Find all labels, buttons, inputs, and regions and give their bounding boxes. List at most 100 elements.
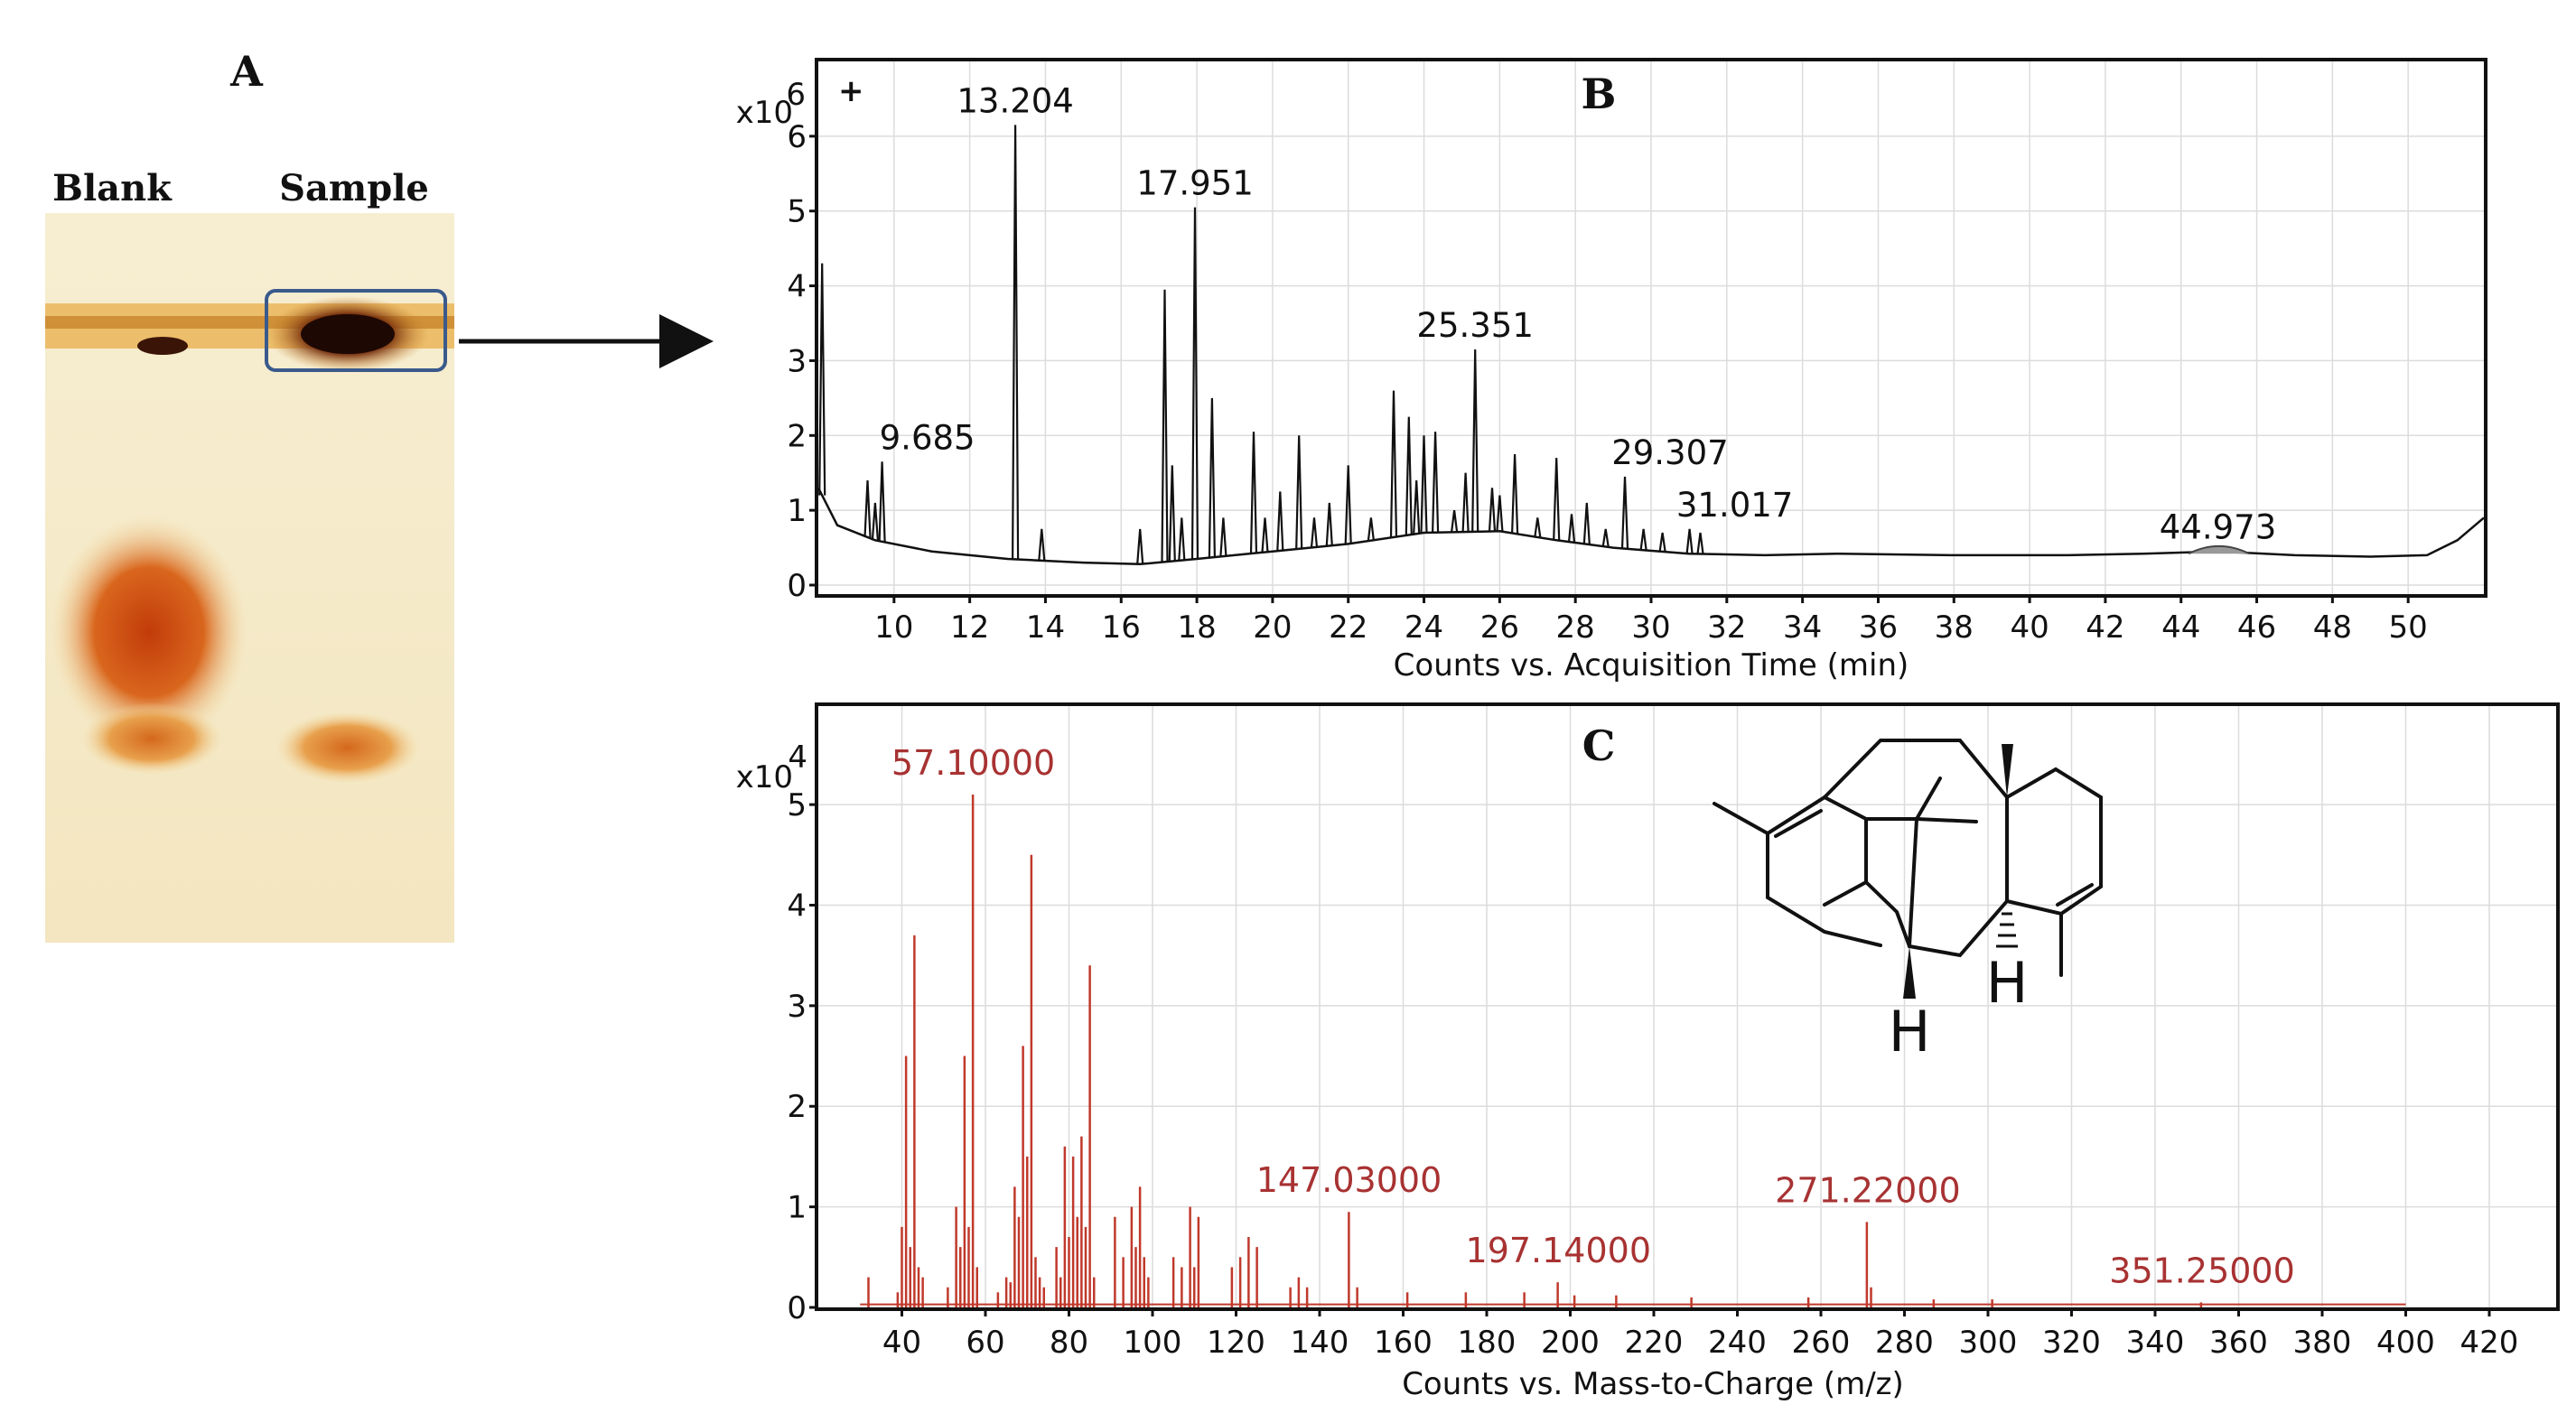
panel-b-grid <box>818 61 2484 594</box>
panel-b-peak-label: 13.204 <box>957 81 1073 120</box>
panel-c-x-tick-label: 160 <box>1374 1325 1433 1361</box>
structure-bond-ring-b <box>1766 795 1882 947</box>
chromatogram-peak <box>1451 509 1459 533</box>
panel-b-y-tick-label: 2 <box>787 418 807 454</box>
panel-b-x-tick-label: 26 <box>1480 609 1519 646</box>
panel-b-letter: B <box>1582 70 1617 118</box>
panel-b-x-tick-label: 44 <box>2161 609 2200 646</box>
chromatogram-peak <box>1639 528 1647 551</box>
panel-b-peak-label: 29.307 <box>1611 433 1728 472</box>
panel-c: C x10 4 0 1 2 3 4 5 40 60 80 100 120 140 160 180 200 2… <box>736 702 2560 1402</box>
panel-a: A Blank Sample <box>45 47 714 943</box>
panel-c-y-tick-label: 2 <box>787 1089 807 1125</box>
chromatogram-peak <box>1658 532 1666 553</box>
chromatogram-peak <box>1261 517 1269 553</box>
chromatogram-peak <box>1310 517 1319 548</box>
panel-c-peak-label: 351.25000 <box>2109 1251 2295 1290</box>
blank-top-spot <box>137 337 188 355</box>
panel-c-grid <box>818 706 2556 1308</box>
lane-label-blank: Blank <box>52 167 173 209</box>
panel-c-x-tick-label: 240 <box>1708 1325 1767 1361</box>
chromatogram-peak <box>1219 517 1227 557</box>
chromatogram-peak <box>1582 502 1591 544</box>
panel-b-x-tick-label: 42 <box>2086 609 2124 646</box>
chromatogram-peak <box>1553 458 1561 541</box>
blank-main-spot <box>50 515 248 749</box>
panel-b-x-axis-label: Counts vs. Acquisition Time (min) <box>1394 647 1909 684</box>
panel-c-x-tick-label: 320 <box>2042 1325 2101 1361</box>
chromatogram-peak <box>863 479 872 538</box>
panel-b-x-tick-label: 30 <box>1631 609 1670 646</box>
chromatogram-peak <box>1208 397 1216 558</box>
panel-c-peak-label: 271.22000 <box>1775 1170 1961 1210</box>
panel-c-x-tick-label: 80 <box>1050 1325 1088 1361</box>
panel-c-x-tick-label: 400 <box>2376 1325 2435 1361</box>
chromatogram-peak <box>1567 514 1576 543</box>
panel-b-x-tick-label: 38 <box>1935 609 1974 646</box>
panel-c-x-tick-label: 120 <box>1207 1325 1265 1361</box>
panel-b-y-ticks: 0 1 2 3 4 5 6 <box>787 119 818 604</box>
chromatogram-peak <box>1496 495 1504 532</box>
chromatogram-peak <box>1461 472 1470 533</box>
panel-c-y-tick-label: 1 <box>787 1190 807 1226</box>
chromatogram-peak <box>1276 491 1284 551</box>
panel-c-x-tick-label: 200 <box>1541 1325 1600 1361</box>
structure-bond-ring-d <box>2005 767 2103 916</box>
chromatogram-peak <box>1344 465 1352 544</box>
panel-b-y-tick-label: 5 <box>787 194 807 230</box>
panel-b-x-ticks: 10 12 14 16 18 20 22 24 26 28 30 32 34 36 38 40 42 44 46 48… <box>874 594 2428 646</box>
panel-c-x-tick-label: 280 <box>1875 1325 1934 1361</box>
panel-c-x-ticks: 40 60 80 100 120 140 160 180 200 220 240 260 280 300 3… <box>882 1307 2518 1361</box>
chemical-structure: H H <box>1713 739 2103 1065</box>
chromatogram-peak <box>1696 532 1704 554</box>
panel-b-trace <box>817 125 2485 566</box>
chromatogram-peak <box>1413 479 1421 535</box>
chromatogram-peak <box>1601 528 1610 547</box>
panel-b-x-tick-label: 10 <box>874 609 913 646</box>
panel-a-letter: A <box>229 47 264 96</box>
panel-b-x-tick-label: 48 <box>2313 609 2352 646</box>
blank-lower-spot <box>81 702 222 775</box>
panel-b-x-tick-label: 16 <box>1102 609 1141 646</box>
chromatogram-peak <box>1389 390 1398 538</box>
chromatogram-peak <box>1295 435 1303 549</box>
panel-b-y-tick-label: 4 <box>787 269 807 305</box>
chromatogram-peak <box>878 461 886 542</box>
panel-b-y-tick-label: 0 <box>787 568 807 604</box>
panel-b-x-tick-label: 20 <box>1253 609 1292 646</box>
panel-c-x-tick-label: 300 <box>1959 1325 2018 1361</box>
panel-c-peak-labels: 57.10000 147.03000 197.14000 271.22000 351.2… <box>891 743 2295 1290</box>
chromatogram-peak <box>1038 528 1046 561</box>
panel-b-corner-mark: + <box>838 73 864 109</box>
chromatogram-peak <box>1161 289 1169 563</box>
panel-c-peak-label: 57.10000 <box>891 743 1055 783</box>
chromatogram-peak <box>1325 502 1333 546</box>
panel-c-peak-label: 147.03000 <box>1256 1160 1442 1200</box>
panel-c-bars <box>860 794 2406 1307</box>
chromatogram-peak <box>1178 517 1186 561</box>
structure-gem-dimethyl <box>1915 817 1978 823</box>
panel-c-peak-label: 197.14000 <box>1466 1231 1652 1270</box>
panel-c-y-tick-label: 0 <box>787 1290 807 1326</box>
structure-double-bond-1 <box>1774 809 1823 838</box>
panel-b-peak-labels: 9.685 13.204 17.951 25.351 29.307 31.017 44.97… <box>880 81 2277 546</box>
chromatogram-peak <box>1420 435 1428 534</box>
chromatogram-peak <box>1471 349 1479 532</box>
panel-c-y-ticks: 0 1 2 3 4 5 <box>787 787 818 1326</box>
chromatogram-peak <box>1432 432 1440 533</box>
panel-b-x-tick-label: 24 <box>1405 609 1443 646</box>
structure-wedge-methyl <box>2002 744 2013 797</box>
structure-h-label-1: H <box>1889 999 1931 1065</box>
panel-c-y-tick-label: 5 <box>787 787 807 823</box>
panel-c-x-tick-label: 340 <box>2126 1325 2185 1361</box>
panel-b-x-tick-label: 18 <box>1177 609 1216 646</box>
panel-c-x-tick-label: 260 <box>1792 1325 1851 1361</box>
chromatogram-peak <box>1620 476 1629 549</box>
structure-bond-ring-c <box>1823 739 2009 799</box>
panel-c-x-tick-label: 220 <box>1625 1325 1684 1361</box>
chromatogram-peak <box>1011 125 1020 560</box>
panel-b-x-tick-label: 50 <box>2389 609 2428 646</box>
panel-c-y-multiplier: x10 <box>736 759 793 795</box>
chromatogram-peak <box>1168 465 1176 562</box>
